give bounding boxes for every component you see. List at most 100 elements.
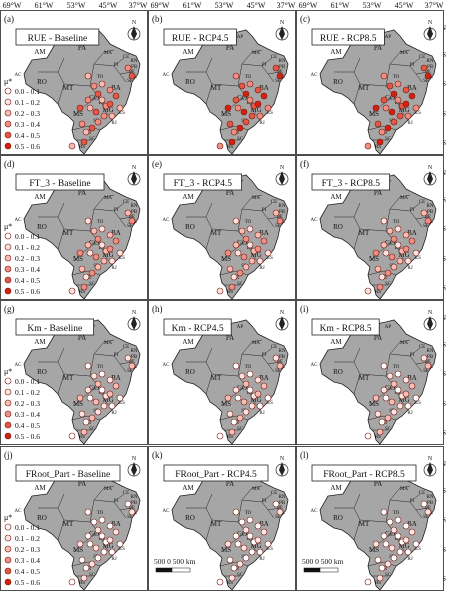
site-dot	[224, 540, 232, 548]
north-arrow-label: N	[132, 310, 137, 316]
site-dot	[228, 283, 236, 291]
region-label-ba: BA	[259, 229, 269, 237]
region-label-df: DF	[99, 246, 106, 251]
legend-swatch	[4, 421, 12, 429]
site-dot	[374, 410, 382, 418]
region-label-go: GO	[89, 530, 99, 538]
site-dot	[372, 540, 380, 548]
region-label-es: ES	[415, 111, 421, 116]
site-dot	[224, 394, 232, 402]
region-label-mt: MT	[211, 520, 222, 528]
site-dot	[68, 142, 76, 150]
site-dot	[84, 72, 92, 80]
region-label-am: AM	[330, 338, 342, 346]
site-dot	[404, 548, 412, 556]
region-label-rs: RS	[227, 435, 233, 440]
region-label-ce: CE	[271, 200, 277, 205]
panel-title: FT_3 - Baseline	[29, 179, 90, 189]
panel-letter: (i)	[300, 304, 309, 314]
site-dot	[390, 235, 398, 243]
region-label-es: ES	[267, 256, 273, 261]
site-dot	[232, 362, 240, 370]
region-label-pe: PE	[129, 360, 135, 365]
map-panel: RRAPAMPAMACERNPBPEALSEPIACROMTTOBAGODFMG…	[0, 300, 148, 445]
panel-title: FRoot_Part - RCP4.5	[175, 470, 257, 480]
north-arrow-needle	[131, 171, 137, 185]
legend-title: μ*	[4, 222, 12, 231]
legend-swatch	[4, 232, 12, 240]
legend-label: 0.1 - 0.2	[15, 534, 40, 543]
top-axis-label: 37°W	[129, 1, 148, 10]
region-label-go: GO	[237, 384, 247, 392]
site-dot	[402, 536, 410, 544]
legend-swatch	[4, 410, 12, 418]
site-dot	[376, 283, 384, 291]
site-dot	[364, 578, 372, 586]
site-dot	[260, 237, 268, 245]
site-dot	[394, 80, 402, 88]
north-arrow-needle	[279, 462, 285, 476]
site-dot	[232, 241, 240, 249]
top-axis-label: 53°W	[67, 1, 86, 10]
legend-label: 0.4 - 0.5	[15, 567, 40, 576]
brazil-map: RRAPAMPAMACERNPBPEALSEPIACROMTTOBAGODFMG…	[163, 465, 289, 591]
site-dot	[116, 394, 124, 402]
brazil-map: RRAPAMPAMACERNPBPEALSEPIACROMTTOBAGODFMG…	[15, 465, 141, 591]
site-dot	[424, 72, 432, 80]
site-dot	[84, 96, 92, 104]
region-label-mt: MT	[359, 229, 370, 237]
site-dot	[256, 548, 264, 556]
state-border	[119, 507, 133, 511]
legend-swatch	[4, 432, 12, 440]
state-border	[103, 194, 115, 198]
region-label-ms: MS	[73, 400, 83, 408]
site-dot	[78, 410, 86, 418]
legend-swatch	[4, 276, 12, 284]
region-label-ms: MS	[73, 546, 83, 554]
legend-swatch	[4, 98, 12, 106]
region-label-se: SE	[275, 79, 281, 84]
panel-title-box	[163, 28, 237, 46]
region-label-pi: PI	[410, 208, 415, 213]
site-dot	[106, 100, 114, 108]
region-label-rs: RS	[375, 435, 381, 440]
legend-label: 0.0 - 0.1	[15, 377, 40, 386]
site-dot	[424, 508, 432, 516]
state-border	[367, 415, 397, 421]
region-label-mg: MG	[102, 396, 113, 404]
legend-swatch	[4, 265, 12, 273]
site-dot	[124, 209, 132, 217]
state-border	[399, 485, 411, 489]
north-arrow-icon	[275, 316, 289, 331]
site-dot	[84, 386, 92, 394]
region-label-rs: RS	[227, 145, 233, 150]
site-dot	[412, 394, 420, 402]
region-label-pi: PI	[410, 353, 415, 358]
site-dot	[260, 92, 268, 100]
site-dot	[124, 64, 132, 72]
region-label-se: SE	[275, 369, 281, 374]
region-label-ac: AC	[15, 509, 23, 514]
region-label-rj: RJ	[407, 557, 412, 562]
site-dot	[390, 118, 398, 126]
state-border	[219, 561, 249, 567]
region-label-df: DF	[395, 246, 402, 251]
region-label-mg: MG	[398, 396, 409, 404]
state-border	[71, 270, 101, 276]
region-label-pb: PB	[279, 355, 286, 360]
region-label-pe: PE	[425, 360, 431, 365]
legend-label: 0.4 - 0.5	[15, 131, 40, 140]
site-dot	[396, 112, 404, 120]
site-dot	[396, 548, 404, 556]
site-dot	[412, 249, 420, 257]
region-label-ro: RO	[37, 368, 47, 376]
north-arrow-label: N	[280, 310, 285, 316]
region-label-to: TO	[245, 220, 252, 225]
site-dot	[382, 394, 390, 402]
legend: μ*0.0 - 0.1 0.1 - 0.2 0.2 - 0.3 0.3 - 0.4 0.…	[4, 77, 40, 151]
region-label-mt: MT	[63, 84, 74, 92]
region-label-rj: RJ	[111, 557, 116, 562]
region-label-mg: MG	[250, 106, 261, 114]
region-label-to: TO	[97, 220, 104, 225]
